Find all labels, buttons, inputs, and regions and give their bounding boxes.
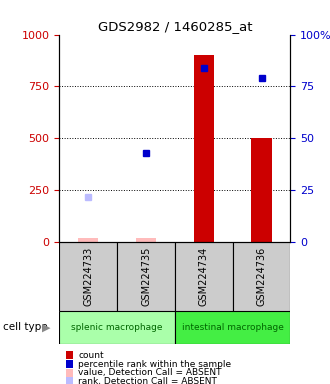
Text: value, Detection Call = ABSENT: value, Detection Call = ABSENT [78, 368, 222, 377]
Text: GSM224733: GSM224733 [83, 247, 93, 306]
Text: rank, Detection Call = ABSENT: rank, Detection Call = ABSENT [78, 377, 217, 384]
Text: GSM224734: GSM224734 [199, 247, 209, 306]
Bar [175, 311, 290, 344]
Text: GSM224735: GSM224735 [141, 247, 151, 306]
Bar [59, 311, 175, 344]
Text: intestinal macrophage: intestinal macrophage [182, 323, 283, 332]
Text: GSM224736: GSM224736 [256, 247, 267, 306]
Bar [136, 238, 156, 242]
Bar [233, 242, 290, 311]
Text: count: count [78, 351, 104, 360]
Bar [175, 242, 233, 311]
Text: ▶: ▶ [42, 322, 50, 333]
Bar [251, 138, 272, 242]
Text: cell type: cell type [3, 322, 48, 333]
Bar [59, 242, 117, 311]
Text: percentile rank within the sample: percentile rank within the sample [78, 359, 231, 369]
Text: splenic macrophage: splenic macrophage [71, 323, 163, 332]
Bar [117, 242, 175, 311]
Bar [194, 55, 214, 242]
Title: GDS2982 / 1460285_at: GDS2982 / 1460285_at [98, 20, 252, 33]
Bar [78, 238, 98, 242]
